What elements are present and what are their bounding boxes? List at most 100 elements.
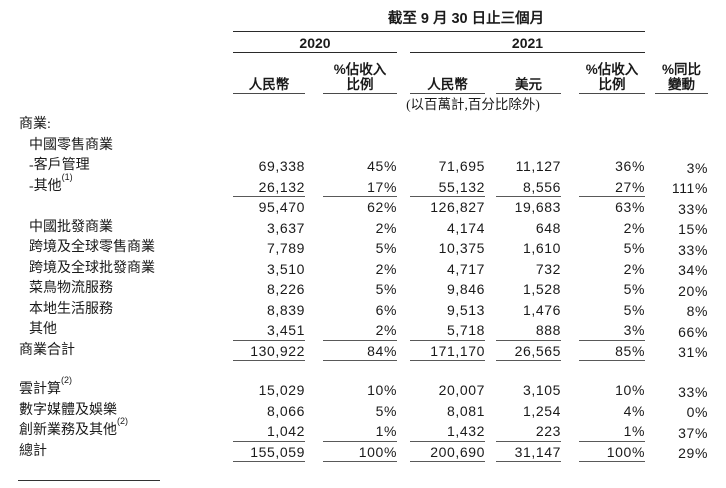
row-label: 總計 xyxy=(19,443,47,459)
rule-segment xyxy=(579,360,645,361)
cell-value: 2% xyxy=(375,219,397,236)
cell-value: 33% xyxy=(678,383,708,400)
cell-value: 3,510 xyxy=(266,260,305,277)
row-label: 其他 xyxy=(29,322,57,337)
rule-segment xyxy=(323,339,397,341)
column-header-line: 比例 xyxy=(598,77,626,92)
row-label: 創新業務及其他(2) xyxy=(19,416,128,438)
rule-segment xyxy=(233,360,305,361)
cell-value: 17% xyxy=(367,178,397,195)
column-header-rule xyxy=(233,93,305,94)
column-header-pct-revenue-2021: %佔收入 比例 xyxy=(579,54,645,92)
cell-value: 15,029 xyxy=(258,382,305,398)
rule-segment xyxy=(233,440,305,442)
cell-value: 4,174 xyxy=(446,219,485,236)
cell-value: 8,556 xyxy=(522,178,561,195)
cell-value: 888 xyxy=(535,322,561,338)
cell-value: 15% xyxy=(678,221,708,237)
rule-segment xyxy=(579,196,645,197)
cell-value: 126,827 xyxy=(430,199,485,215)
cell-value: 3,451 xyxy=(266,322,305,338)
column-header-rule xyxy=(655,93,708,94)
column-header-line: 比例 xyxy=(346,77,374,92)
table-row: 商業合計 130,922 84% 171,170 26,565 85% 31% xyxy=(0,341,726,361)
cell-value: 111% xyxy=(671,180,708,196)
table-row: 總計 155,059 100% 200,690 31,147 100% 29% xyxy=(0,442,726,462)
cell-value: 1,254 xyxy=(522,402,561,419)
cell-value: 31% xyxy=(678,344,708,360)
column-header-rmb-2020: 人民幣 xyxy=(233,54,305,92)
period-title: 截至 9 月 30 日止三個月 xyxy=(387,11,545,27)
rule-segment xyxy=(410,360,485,361)
table-row: 商業: xyxy=(0,115,726,136)
table-row: 菜鳥物流服務 8,226 5% 9,846 1,528 5% 20% xyxy=(0,279,726,300)
cell-value: 10,375 xyxy=(438,240,485,256)
rule-segment xyxy=(579,339,645,341)
footnote-rule xyxy=(18,480,160,481)
table-row: 數字媒體及娛樂 8,066 5% 8,081 1,254 4% 0% xyxy=(0,401,726,422)
cell-value: 9,846 xyxy=(446,281,485,297)
column-header-rule xyxy=(410,93,485,94)
cell-value: 5% xyxy=(375,402,397,419)
cell-value: 85% xyxy=(615,342,645,359)
cell-value: 55,132 xyxy=(438,178,485,195)
rule-segment xyxy=(410,196,485,197)
row-label: 中國批發商業 xyxy=(29,219,113,235)
cell-value: 223 xyxy=(535,423,561,439)
row-label: -其他(1) xyxy=(29,171,73,194)
rule-segment xyxy=(410,440,485,442)
row-label: 菜鳥物流服務 xyxy=(29,281,113,296)
rule-segment xyxy=(233,339,305,341)
cell-value: 69,338 xyxy=(258,158,305,174)
cell-value: 34% xyxy=(678,262,708,278)
table-row: 95,470 62% 126,827 19,683 63% 33% xyxy=(0,197,726,218)
cell-value: 5% xyxy=(623,281,645,297)
column-header-line: %同比 xyxy=(661,62,701,77)
cell-value: 33% xyxy=(678,241,708,258)
year-2021-label: 2021 xyxy=(511,35,544,51)
column-header-line: %佔收入 xyxy=(585,62,639,77)
cell-value: 66% xyxy=(678,323,708,340)
table-row: -其他(1) 26,132 17% 55,132 8,556 27% 111% xyxy=(0,171,726,197)
cell-value: 1,610 xyxy=(522,240,561,256)
rule-segment xyxy=(233,461,305,462)
cell-value: 100% xyxy=(606,443,645,460)
rule-segment xyxy=(323,196,397,197)
table-row: 中國批發商業 3,637 2% 4,174 648 2% 15% xyxy=(0,218,726,239)
cell-value: 0% xyxy=(686,404,708,420)
cell-value: 8,081 xyxy=(446,402,485,419)
cell-value: 8,226 xyxy=(266,281,305,297)
cell-value: 27% xyxy=(615,178,645,195)
table-row: 本地生活服務 8,839 6% 9,513 1,476 5% 8% xyxy=(0,300,726,321)
cell-value: 7,789 xyxy=(266,240,305,256)
cell-value: 36% xyxy=(615,158,645,174)
cell-value: 5% xyxy=(623,240,645,256)
rule-segment xyxy=(496,440,561,442)
cell-value: 2% xyxy=(375,322,397,338)
cell-value: 2% xyxy=(623,260,645,277)
cell-value: 20,007 xyxy=(438,382,485,398)
cell-value: 732 xyxy=(535,260,561,277)
cell-value: 1,528 xyxy=(522,281,561,297)
cell-value: 45% xyxy=(367,158,397,174)
cell-value: 200,690 xyxy=(430,443,485,460)
cell-value: 62% xyxy=(367,199,397,215)
cell-value: 155,059 xyxy=(250,443,305,460)
column-header-line: 人民幣 xyxy=(248,77,290,92)
table-row: 跨境及全球批發商業 3,510 2% 4,717 732 2% 34% xyxy=(0,259,726,280)
cell-value: 100% xyxy=(358,443,397,460)
cell-value: 2% xyxy=(623,219,645,236)
cell-value: 19,683 xyxy=(514,199,561,215)
column-header-line: %佔收入 xyxy=(333,62,387,77)
table-row: 跨境及全球零售商業 7,789 5% 10,375 1,610 5% 33% xyxy=(0,238,726,259)
footnote-marker: (2) xyxy=(61,375,72,386)
cell-value: 95,470 xyxy=(258,199,305,215)
year-2020-label: 2020 xyxy=(299,35,331,51)
cell-value: 5% xyxy=(375,281,397,297)
cell-value: 26,132 xyxy=(258,178,305,195)
column-header-usd-2021: 美元 xyxy=(496,54,561,92)
footnote-marker: (2) xyxy=(117,416,128,427)
cell-value: 1,476 xyxy=(522,301,561,318)
rule-segment xyxy=(323,461,397,462)
cell-value: 2% xyxy=(375,260,397,277)
